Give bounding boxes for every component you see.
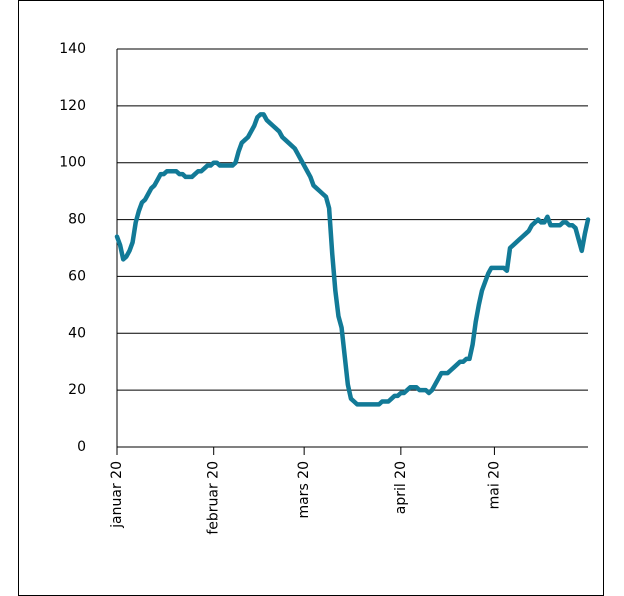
y-tick-label: 120 xyxy=(59,98,86,114)
y-tick-label: 60 xyxy=(68,268,86,284)
y-tick-label: 0 xyxy=(77,439,86,455)
y-tick-label: 100 xyxy=(59,155,86,171)
line xyxy=(114,112,591,407)
x-tick-label: februar 20 xyxy=(206,461,222,535)
x-tick-label: januar 20 xyxy=(109,461,125,529)
y-tick-label: 140 xyxy=(59,41,86,57)
y-tick-label: 40 xyxy=(68,325,86,341)
x-tick-label: mai 20 xyxy=(486,461,502,509)
x-tick-label: mars 20 xyxy=(296,461,312,519)
x-tick-label: april 20 xyxy=(393,461,409,514)
y-tick-label: 80 xyxy=(68,212,86,228)
y-tick-label: 20 xyxy=(68,382,86,398)
